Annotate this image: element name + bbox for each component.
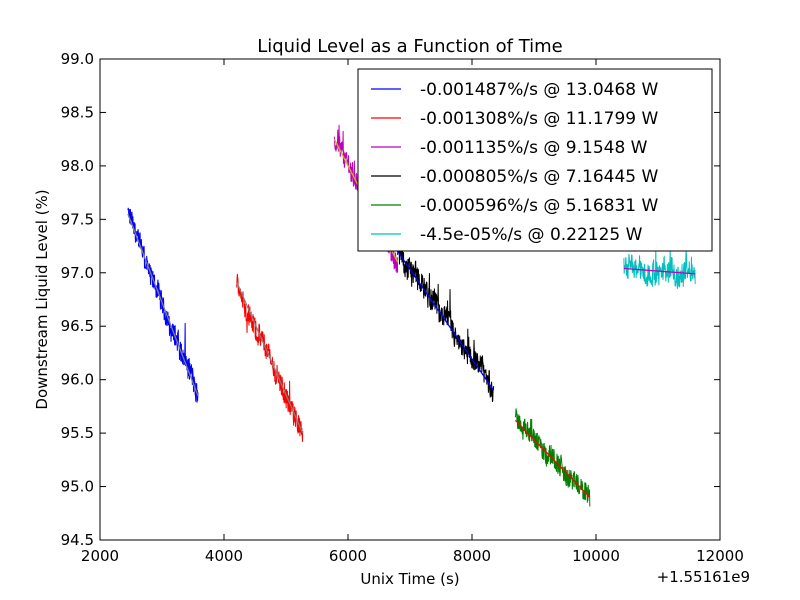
y-tick-label: 99.0 [61,50,94,68]
chart-title: Liquid Level as a Function of Time [257,36,563,57]
plot-area-frame [99,58,721,541]
y-tick-label: 96.5 [61,317,94,335]
legend-label: -0.000805%/s @ 7.16445 W [420,167,658,187]
x-tick-label: 12000 [696,547,744,565]
series-6-line [623,246,696,289]
legend: -0.001487%/s @ 13.0468 W -0.001308%/s @ 1… [357,68,713,252]
series-2-line [236,273,304,442]
y-axis-label: Downstream Liquid Level (%) [33,189,51,409]
x-tick-label: 4000 [205,547,243,565]
y-tick-label: 95.5 [61,424,94,442]
y-tick-label: 98.5 [61,103,94,121]
legend-box [357,68,713,252]
x-tick-label: 6000 [329,547,367,565]
y-tick-label: 94.5 [61,531,94,549]
series-1-fit-line [127,213,199,396]
y-tick-label: 97.5 [61,210,94,228]
series-5-line [514,408,591,507]
series-2-fit-line [235,281,304,434]
series-4-line [397,234,495,402]
legend-label: -4.5e-05%/s @ 0.22125 W [420,225,643,245]
x-axis-offset-label: +1.55161e9 [657,568,750,586]
legend-label: -0.001135%/s @ 9.1548 W [420,138,648,158]
x-axis-label: Unix Time (s) [360,570,459,588]
x-tick-label: 2000 [81,547,119,565]
x-tick-label: 8000 [453,547,491,565]
y-tick-label: 95.0 [61,478,94,496]
legend-label: -0.001487%/s @ 13.0468 W [420,80,658,100]
series-6-fit-line [623,267,696,275]
ticks-layer: 2000 4000 6000 8000 10000 12000 94.5 95.0 95.5 96… [61,50,744,565]
y-tick-label: 97.0 [61,264,94,282]
series-4-fit-line [397,251,495,391]
series-5-fit-line [514,419,591,498]
legend-label: -0.000596%/s @ 5.16831 W [420,196,658,216]
x-tick-label: 10000 [572,547,620,565]
legend-label: -0.001308%/s @ 11.1799 W [420,109,658,129]
series-1-line [127,207,199,403]
y-tick-label: 96.0 [61,371,94,389]
y-tick-label: 98.0 [61,157,94,175]
